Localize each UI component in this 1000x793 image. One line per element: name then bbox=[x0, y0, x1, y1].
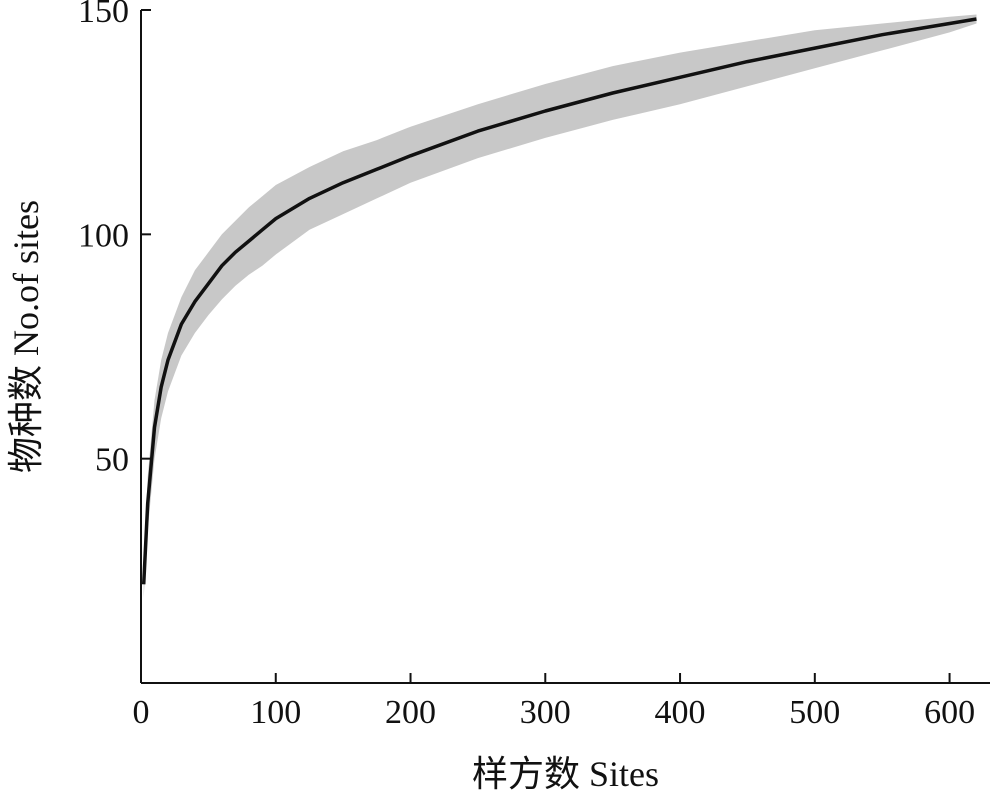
x-axis-ticks: 0 100 200 300 400 500 600 bbox=[133, 673, 975, 731]
y-tick-label: 100 bbox=[78, 217, 129, 254]
y-axis-title: 物种数 No.of sites bbox=[6, 200, 46, 473]
mean-line-layer bbox=[141, 17, 977, 585]
x-axis-title: 样方数 Sites bbox=[472, 754, 659, 793]
axes bbox=[140, 10, 990, 684]
y-axis-ticks: 50 100 150 bbox=[78, 0, 151, 479]
x-tick-label: 0 bbox=[133, 694, 150, 731]
x-tick-label: 500 bbox=[789, 694, 840, 731]
y-tick-label: 150 bbox=[78, 0, 129, 30]
confidence-band-layer bbox=[143, 14, 977, 598]
x-tick-label: 100 bbox=[250, 694, 301, 731]
mean-accumulation-line bbox=[141, 17, 977, 585]
x-tick-label: 300 bbox=[520, 694, 571, 731]
x-tick-label: 200 bbox=[385, 694, 436, 731]
confidence-band bbox=[143, 14, 977, 598]
y-tick-label: 50 bbox=[95, 442, 129, 479]
x-tick-label: 400 bbox=[655, 694, 706, 731]
x-tick-label: 600 bbox=[924, 694, 975, 731]
